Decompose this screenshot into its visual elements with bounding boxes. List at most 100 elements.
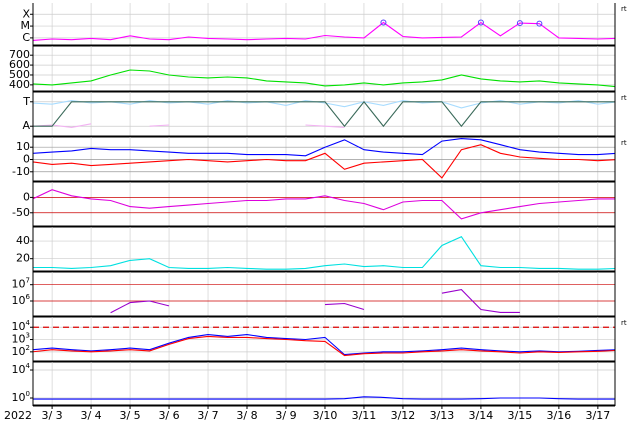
flare-marker xyxy=(536,20,543,27)
panel xyxy=(33,362,615,405)
note: rt xyxy=(621,139,627,147)
x-tick-label: 3/ 9 xyxy=(275,409,296,422)
y-tick-label: 102 xyxy=(12,344,30,358)
x-tick-label: 3/ 3 xyxy=(41,409,62,422)
note: rt xyxy=(621,5,627,13)
y-tick-exponent: 3 xyxy=(26,332,30,340)
data-line xyxy=(110,289,520,314)
x-tick-label: 3/13 xyxy=(430,409,455,422)
panel xyxy=(33,46,615,91)
y-tick-text: 700 xyxy=(9,48,30,61)
y-tick-exponent: 7 xyxy=(26,277,30,285)
y-tick-label: 104 xyxy=(12,319,31,333)
x-tick-label: 3/10 xyxy=(313,409,338,422)
y-tick-label: -10 xyxy=(12,165,30,178)
data-line xyxy=(33,189,615,220)
y-tick-text: 10 xyxy=(12,294,26,307)
data-line xyxy=(33,21,615,42)
y-tick-text: 20 xyxy=(16,252,30,265)
y-tick-text: 40 xyxy=(16,234,30,247)
y-tick-label: C xyxy=(22,31,30,44)
y-tick-label: 103 xyxy=(12,332,30,346)
y-tick-label: 600 xyxy=(9,58,30,71)
y-tick-text: 0 xyxy=(23,190,30,203)
y-tick-label: 106 xyxy=(12,293,31,307)
flare-marker xyxy=(516,20,523,27)
data-line xyxy=(33,69,615,88)
x-tick-label: 3/15 xyxy=(508,409,533,422)
y-tick-exponent: 0 xyxy=(26,390,30,398)
y-tick-text: 600 xyxy=(9,58,30,71)
data-line xyxy=(33,334,615,356)
y-tick-label: 100 xyxy=(12,390,30,404)
y-tick-text: 10 xyxy=(12,391,26,404)
y-tick-text: 10 xyxy=(12,363,26,376)
y-tick-label: 500 xyxy=(9,68,30,81)
panel xyxy=(33,272,615,316)
data-line xyxy=(33,396,615,400)
data-line xyxy=(33,100,615,128)
y-tick-label: 0 xyxy=(23,190,30,203)
y-tick-text: M xyxy=(21,19,31,32)
y-tick-text: 10 xyxy=(16,140,30,153)
panel xyxy=(33,137,615,181)
y-tick-label: 20 xyxy=(16,252,30,265)
data-line xyxy=(33,144,615,179)
flare-marker xyxy=(477,19,484,26)
y-tick-label: 40 xyxy=(16,234,30,247)
y-tick-text: 400 xyxy=(9,78,30,91)
x-tick-label: 3/ 7 xyxy=(197,409,218,422)
y-tick-text: A xyxy=(22,119,30,132)
y-tick-label: -50 xyxy=(12,206,30,219)
x-tick-label: 3/ 8 xyxy=(236,409,257,422)
y-tick-label: 107 xyxy=(12,277,30,291)
y-tick-label: 400 xyxy=(9,78,30,91)
x-tick-label: 3/17 xyxy=(585,409,610,422)
note: rt xyxy=(621,94,627,102)
y-tick-text: 10 xyxy=(12,345,26,358)
y-tick-text: -50 xyxy=(12,206,30,219)
panel xyxy=(33,317,615,361)
y-tick-text: -10 xyxy=(12,165,30,178)
y-tick-text: X xyxy=(22,7,30,20)
y-tick-text: C xyxy=(22,31,30,44)
note: rt xyxy=(621,319,627,327)
panel xyxy=(33,92,615,136)
y-tick-exponent: 4 xyxy=(26,362,31,370)
y-tick-label: 700 xyxy=(9,48,30,61)
y-tick-text: 10 xyxy=(12,320,26,333)
y-tick-text: 0 xyxy=(23,152,30,165)
data-line xyxy=(33,236,615,270)
y-tick-label: A xyxy=(22,119,30,132)
x-tick-label: 3/11 xyxy=(352,409,377,422)
x-tick-label: 3/ 6 xyxy=(158,409,179,422)
data-line xyxy=(33,100,615,109)
data-line xyxy=(33,335,615,357)
y-tick-exponent: 6 xyxy=(26,293,31,301)
panel xyxy=(33,3,615,45)
panel xyxy=(33,227,615,271)
x-tick-label: 3/14 xyxy=(469,409,494,422)
y-tick-text: 10 xyxy=(12,333,26,346)
y-tick-label: X xyxy=(22,7,30,20)
data-line xyxy=(33,138,615,157)
x-tick-label: 3/ 5 xyxy=(119,409,140,422)
y-tick-label: M xyxy=(21,19,31,32)
flare-marker xyxy=(380,19,387,26)
y-tick-label: 0 xyxy=(23,152,30,165)
y-tick-text: 500 xyxy=(9,68,30,81)
x-tick-label: 3/16 xyxy=(547,409,572,422)
x-tick-label: 3/ 4 xyxy=(80,409,101,422)
y-tick-label: T xyxy=(22,95,30,108)
y-tick-exponent: 4 xyxy=(26,319,31,327)
y-tick-text: 10 xyxy=(12,278,26,291)
panel xyxy=(33,182,615,226)
y-tick-label: 104 xyxy=(12,362,31,376)
year-label: 2022 xyxy=(4,409,32,422)
x-tick-label: 3/12 xyxy=(391,409,416,422)
y-tick-label: 10 xyxy=(16,140,30,153)
y-tick-exponent: 2 xyxy=(26,344,30,352)
y-tick-text: T xyxy=(22,95,30,108)
